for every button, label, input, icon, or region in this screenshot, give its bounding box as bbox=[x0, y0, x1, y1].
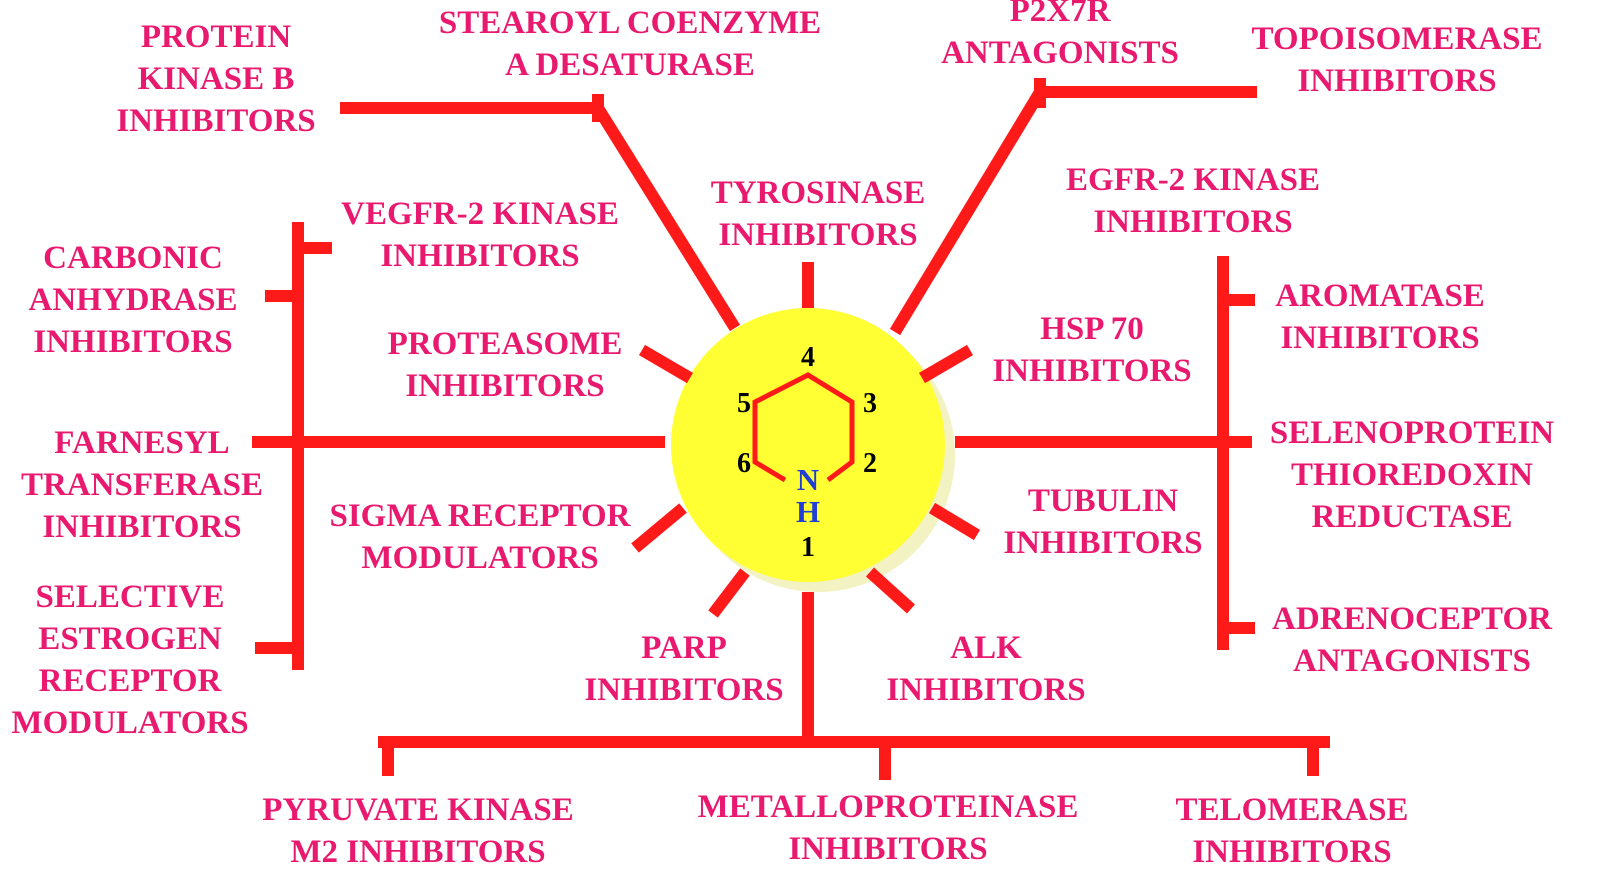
label-vegfr2-kinase-inhibitors: VEGFR-2 KINASE INHIBITORS bbox=[341, 193, 619, 277]
label-line: INHIBITORS bbox=[992, 353, 1192, 389]
label-aromatase-inhibitors: AROMATASE INHIBITORS bbox=[1275, 275, 1485, 359]
nh-h-atom: H bbox=[796, 494, 820, 529]
ring-position-6: 6 bbox=[737, 448, 751, 479]
label-line: TUBULIN bbox=[1027, 483, 1179, 519]
connector-lines bbox=[252, 78, 1330, 780]
label-line: INHIBITORS bbox=[886, 672, 1086, 708]
label-line: INHIBITORS bbox=[116, 103, 316, 139]
label-line: SIGMA RECEPTOR bbox=[329, 498, 631, 534]
label-line: PARP bbox=[641, 630, 727, 666]
label-line: INHIBITORS bbox=[1297, 63, 1497, 99]
label-line: ANHYDRASE bbox=[28, 282, 238, 318]
label-line: PROTEASOME bbox=[387, 326, 623, 362]
label-line: KINASE B bbox=[137, 61, 295, 97]
label-line: STEAROYL COENZYME bbox=[438, 5, 822, 41]
label-line: INHIBITORS bbox=[380, 238, 580, 274]
ring-position-3: 3 bbox=[863, 388, 877, 419]
label-line: INHIBITORS bbox=[1280, 320, 1480, 356]
label-line: ESTROGEN bbox=[38, 621, 222, 657]
label-line: INHIBITORS bbox=[42, 509, 242, 545]
label-line: INHIBITORS bbox=[788, 831, 988, 867]
label-tyrosinase-inhibitors: TYROSINASE INHIBITORS bbox=[711, 172, 926, 256]
label-line: ANTAGONISTS bbox=[941, 35, 1179, 71]
label-carbonic-anhydrase-inhibitors: CARBONIC ANHYDRASE INHIBITORS bbox=[28, 237, 237, 363]
connector-line bbox=[708, 568, 750, 618]
label-line: PYRUVATE KINASE bbox=[262, 792, 574, 828]
label-line: MODULATORS bbox=[11, 705, 249, 741]
label-line: VEGFR-2 KINASE bbox=[341, 196, 619, 232]
label-line: TRANSFERASE bbox=[20, 467, 264, 503]
label-line: THIOREDOXIN bbox=[1290, 457, 1534, 493]
label-line: ANTAGONISTS bbox=[1293, 643, 1531, 679]
label-metalloproteinase-inhibitors: METALLOPROTEINASE INHIBITORS bbox=[698, 786, 1079, 870]
label-selenoprotein-thioredoxin-reductase: SELENOPROTEIN THIOREDOXIN REDUCTASE bbox=[1270, 412, 1554, 538]
center-circle bbox=[671, 308, 945, 582]
label-p2x7r-antagonists: P2X7R ANTAGONISTS bbox=[941, 0, 1179, 74]
label-line: INHIBITORS bbox=[1093, 204, 1293, 240]
label-alk-inhibitors: ALK INHIBITORS bbox=[886, 627, 1085, 711]
label-line: RECEPTOR bbox=[38, 663, 222, 699]
label-line: ALK bbox=[950, 630, 1022, 666]
ring-position-2: 2 bbox=[863, 448, 877, 479]
label-tubulin-inhibitors: TUBULIN INHIBITORS bbox=[1003, 480, 1202, 564]
label-hsp70-inhibitors: HSP 70 INHIBITORS bbox=[992, 308, 1191, 392]
label-line: M2 INHIBITORS bbox=[290, 834, 546, 870]
label-line: INHIBITORS bbox=[405, 368, 605, 404]
label-selective-estrogen-receptor-modulators: SELECTIVE ESTROGEN RECEPTOR MODULATORS bbox=[11, 576, 248, 744]
label-line: TYROSINASE bbox=[710, 175, 926, 211]
ring-position-5: 5 bbox=[737, 388, 751, 419]
label-line: HSP 70 bbox=[1040, 311, 1144, 347]
connector-line bbox=[865, 567, 916, 614]
label-line: INHIBITORS bbox=[1003, 525, 1203, 561]
label-adrenoceptor-antagonists: ADRENOCEPTOR ANTAGONISTS bbox=[1272, 598, 1552, 682]
label-line: INHIBITORS bbox=[718, 217, 918, 253]
label-protein-kinase-b: PROTEIN KINASE B INHIBITORS bbox=[116, 16, 315, 142]
label-line: ADRENOCEPTOR bbox=[1272, 601, 1552, 637]
label-line: INHIBITORS bbox=[584, 672, 784, 708]
label-line: REDUCTASE bbox=[1311, 499, 1513, 535]
connector-line bbox=[918, 344, 974, 384]
label-line: MODULATORS bbox=[361, 540, 599, 576]
label-pyruvate-kinase-m2-inhibitors: PYRUVATE KINASE M2 INHIBITORS bbox=[262, 789, 573, 873]
label-telomerase-inhibitors: TELOMERASE INHIBITORS bbox=[1176, 789, 1409, 873]
label-line: FARNESYL bbox=[54, 425, 230, 461]
nh-n-atom: N bbox=[797, 462, 819, 497]
connector-line bbox=[592, 104, 741, 332]
label-line: TELOMERASE bbox=[1175, 792, 1409, 828]
label-proteasome-inhibitors: PROTEASOME INHIBITORS bbox=[388, 323, 623, 407]
label-topoisomerase-inhibitors: TOPOISOMERASE INHIBITORS bbox=[1252, 18, 1543, 102]
label-stearoyl-coenzyme-a-desaturase: STEAROYL COENZYME A DESATURASE bbox=[439, 2, 821, 86]
label-egfr2-kinase-inhibitors: EGFR-2 KINASE INHIBITORS bbox=[1066, 159, 1320, 243]
label-line: TOPOISOMERASE bbox=[1251, 21, 1543, 57]
connector-line bbox=[631, 503, 687, 553]
label-line: SELENOPROTEIN bbox=[1269, 415, 1555, 451]
label-line: INHIBITORS bbox=[33, 324, 233, 360]
label-line: P2X7R bbox=[1009, 0, 1111, 29]
ring-position-4: 4 bbox=[801, 342, 815, 373]
connector-line bbox=[928, 502, 981, 541]
label-sigma-receptor-modulators: SIGMA RECEPTOR MODULATORS bbox=[329, 495, 630, 579]
label-line: CARBONIC bbox=[43, 240, 223, 276]
connector-line bbox=[889, 88, 1046, 336]
label-line: PROTEIN bbox=[140, 19, 292, 55]
label-line: SELECTIVE bbox=[35, 579, 225, 615]
label-parp-inhibitors: PARP INHIBITORS bbox=[584, 627, 783, 711]
label-line: METALLOPROTEINASE bbox=[697, 789, 1079, 825]
label-line: EGFR-2 KINASE bbox=[1066, 162, 1320, 198]
piperidine-ring bbox=[752, 372, 855, 483]
connector-line bbox=[638, 344, 694, 384]
label-line: A DESATURASE bbox=[505, 47, 755, 83]
label-line: INHIBITORS bbox=[1192, 834, 1392, 870]
label-farnesyl-transferase-inhibitors: FARNESYL TRANSFERASE INHIBITORS bbox=[21, 422, 263, 548]
label-line: AROMATASE bbox=[1275, 278, 1485, 314]
ring-position-1: 1 bbox=[801, 532, 815, 563]
